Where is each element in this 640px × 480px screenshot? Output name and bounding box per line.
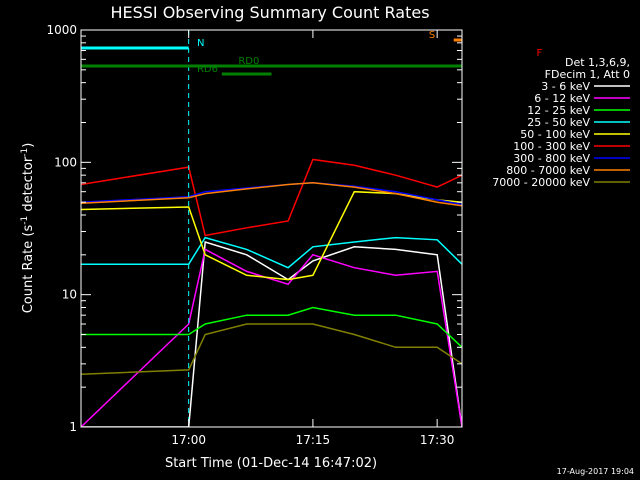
series-line-3 (81, 236, 462, 269)
series-line-5 (81, 158, 462, 237)
y-axis-label-sup2: -1 (20, 148, 30, 157)
x-axis: 17:00 17:15 17:30 (171, 30, 454, 447)
y-axis-label: Count Rate (s-1 detector-1) (20, 143, 36, 314)
legend-header-line-2: FDecim 1, Att 0 (545, 68, 630, 81)
series-line-4 (81, 190, 462, 281)
legend-entry-6: 300 - 800 keV (513, 152, 590, 165)
plot-clipped-group (81, 30, 462, 427)
legend-entry-8: 7000 - 20000 keV (492, 176, 590, 189)
series-line-7 (81, 182, 462, 207)
legend-entry-2: 12 - 25 keV (527, 104, 590, 117)
series-line-0 (81, 241, 462, 427)
footer-date: 17-Aug-2017 19:04 (557, 467, 634, 476)
x-tick-label-0: 17:00 (171, 433, 206, 447)
legend-entry-4: 50 - 100 keV (520, 128, 590, 141)
y-tick-label-2: 100 (54, 155, 77, 169)
y-tick-label-3: 1000 (46, 23, 77, 37)
chart-title: HESSI Observing Summary Count Rates (110, 3, 429, 22)
legend-entry-5: 100 - 300 keV (513, 140, 590, 153)
y-tick-label-0: 1 (69, 420, 77, 434)
legend: Det 1,3,6,9, FDecim 1, Att 0 3 - 6 keV6 … (492, 56, 630, 189)
legend-entry-3: 25 - 50 keV (527, 116, 590, 129)
y-axis: 1 10 100 1000 (46, 23, 462, 434)
flag-label-4: RD6 (197, 64, 218, 75)
y-tick-label-1: 10 (62, 288, 77, 302)
flag-label-2: F (537, 48, 543, 59)
x-tick-label-1: 17:15 (296, 433, 331, 447)
legend-header-line-1: Det 1,3,6,9, (565, 56, 630, 69)
plot-frame (80, 29, 463, 428)
series-line-8 (81, 323, 462, 376)
series-line-6 (81, 182, 462, 206)
y-axis-label-main: Count Rate (s (21, 225, 36, 314)
x-tick-label-2: 17:30 (420, 433, 455, 447)
plot-area: N S F RD0 RD6 (81, 30, 543, 427)
flag-label-1: S (429, 30, 435, 41)
legend-entry-1: 6 - 12 keV (534, 92, 590, 105)
legend-entry-7: 800 - 7000 keV (506, 164, 590, 177)
flag-label-0: N (197, 38, 204, 49)
y-axis-label-mid: detector (21, 156, 36, 216)
x-axis-label: Start Time (01-Dec-14 16:47:02) (165, 456, 377, 471)
flag-label-3: RD0 (238, 56, 259, 67)
series-line-1 (81, 248, 462, 427)
y-axis-label-sup1: -1 (20, 216, 30, 225)
y-axis-label-end: ) (21, 143, 36, 148)
series-line-2 (81, 306, 462, 349)
legend-entry-0: 3 - 6 keV (541, 80, 590, 93)
